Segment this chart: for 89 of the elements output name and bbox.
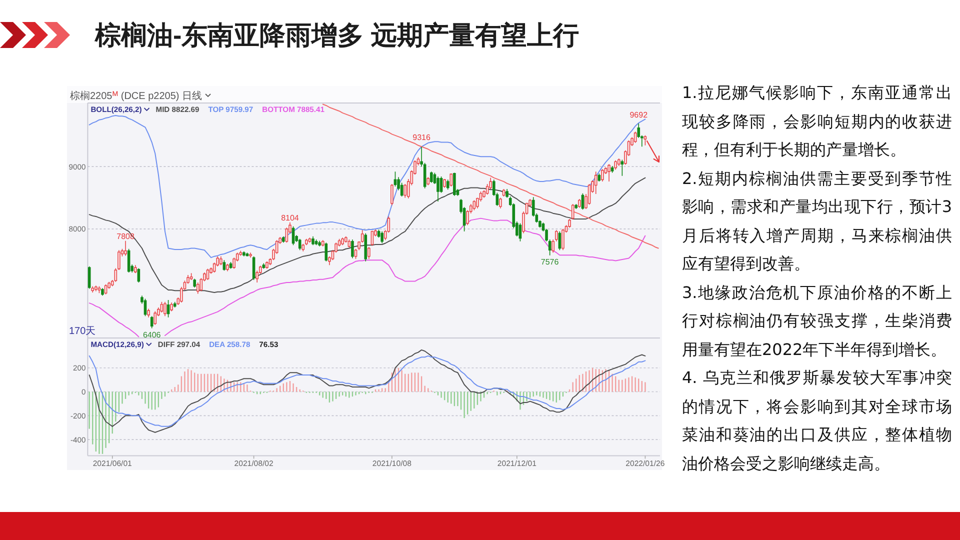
candlestick: [453, 172, 456, 196]
candlestick: [170, 302, 173, 312]
candlestick: [190, 272, 193, 280]
candlestick: [436, 176, 440, 202]
candlestick: [364, 232, 368, 262]
candlestick: [598, 173, 601, 182]
candlestick: [101, 288, 104, 296]
candlestick: [298, 238, 302, 251]
candlestick: [426, 176, 430, 186]
annotation: 9692: [630, 110, 648, 120]
candlestick: [266, 260, 268, 270]
candlestick: [137, 268, 140, 283]
candlestick: [173, 301, 176, 308]
text: 3.地缘政治危机下原油价格的不断上行对棕榈油仍有较强支撑，生柴消费用量有望在2022年下半年得到增长。: [682, 282, 952, 360]
candlestick: [601, 168, 604, 182]
candlestick: [124, 240, 127, 256]
candlestick: [499, 197, 502, 209]
candlestick: [193, 278, 196, 288]
candlestick: [94, 285, 98, 292]
candlestick: [242, 250, 246, 257]
candlestick: [308, 237, 312, 244]
candlestick: [574, 204, 578, 210]
candlestick: [91, 286, 94, 293]
candlestick: [594, 171, 598, 194]
candlestick: [370, 230, 374, 246]
candlestick: [134, 264, 137, 274]
candlestick: [430, 171, 433, 184]
candlestick: [344, 236, 348, 244]
line-series: [88, 177, 646, 293]
candlestick: [150, 316, 154, 329]
chart-subtitle: 棕榈2205$^{M}$ (DCE p2205) 日线: [70, 90, 202, 102]
candlestick: [262, 262, 266, 270]
candlestick: [160, 301, 164, 313]
candlestick: [249, 252, 252, 258]
candlestick: [368, 246, 370, 260]
annotation: 6406: [142, 330, 162, 340]
candlestick: [348, 239, 351, 248]
annotation: 7808: [116, 232, 135, 241]
annotation: 8104: [281, 213, 300, 222]
candlestick: [302, 243, 305, 252]
candlestick: [617, 158, 620, 166]
candlestick: [314, 239, 318, 246]
candlestick: [446, 179, 450, 190]
text: 4. 乌克兰和俄罗斯暴发较大军事冲突的情况下，将会影响到其对全球市场菜油和葵油的出口及供应，整体植物油价格会受之影响继续走高。: [682, 367, 952, 474]
candlestick: [588, 184, 591, 205]
candlestick: [394, 171, 397, 187]
candlestick: [229, 262, 232, 270]
candlestick: [450, 173, 453, 187]
candlestick: [578, 198, 581, 208]
candlestick: [220, 256, 222, 266]
candlestick: [472, 200, 476, 211]
candlestick: [104, 284, 108, 295]
candlestick: [608, 164, 610, 182]
candlestick: [312, 236, 314, 246]
candlestick: [164, 301, 166, 317]
candlestick: [562, 228, 564, 251]
candlestick: [614, 160, 617, 170]
candlestick: [154, 310, 157, 326]
candlestick: [568, 218, 571, 228]
candlestick: [144, 298, 147, 317]
candlestick: [196, 282, 200, 294]
annotation: 170天: [69, 326, 96, 337]
candlestick: [610, 166, 614, 174]
candlestick: [318, 240, 321, 247]
annotation: 9316: [412, 132, 431, 142]
candlestick: [252, 256, 256, 280]
candlestick: [380, 231, 384, 244]
candlestick: [246, 252, 249, 257]
chart-title: 棕榈油-东南亚降雨增多 远期产量有望上行: [94, 20, 579, 50]
candlestick: [166, 300, 170, 318]
candlestick: [88, 266, 91, 290]
candlestick: [620, 159, 624, 176]
annotation: 7576: [540, 257, 560, 266]
candlestick: [226, 263, 229, 272]
candlestick: [324, 242, 328, 262]
candlestick: [351, 239, 354, 259]
candlestick: [147, 308, 150, 318]
candlestick: [321, 240, 324, 247]
candlestick: [390, 184, 394, 206]
candlestick: [341, 237, 344, 246]
candlestick: [634, 131, 637, 144]
candlestick: [443, 178, 446, 188]
candlestick: [282, 236, 285, 244]
candlestick: [222, 260, 226, 272]
candlestick: [206, 268, 210, 280]
text: 1.拉尼娜气候影响下，东南亚通常出现较多降雨，会影响短期内的收获进程，但有利于长期的产量增长。: [682, 82, 952, 161]
candlestick: [98, 286, 101, 294]
candlestick: [644, 135, 647, 146]
text: 2.短期内棕榈油供需主要受到季节性影响，需求和产量均出现下行，预计3月后将转入增产周期，马来棕榈油供应有望得到改善。: [682, 168, 952, 275]
